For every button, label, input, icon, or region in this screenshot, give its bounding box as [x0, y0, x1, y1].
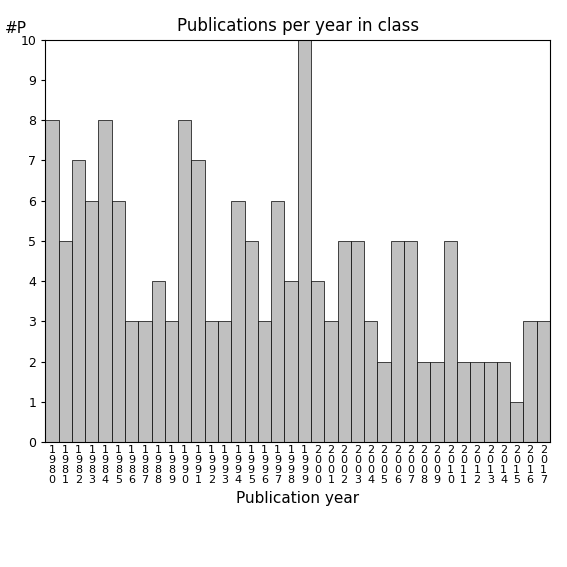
Bar — [205, 321, 218, 442]
Bar — [244, 241, 258, 442]
Bar — [391, 241, 404, 442]
Bar — [484, 362, 497, 442]
Bar — [178, 120, 192, 442]
Bar — [192, 160, 205, 442]
Bar — [324, 321, 337, 442]
Bar — [85, 201, 99, 442]
Bar — [523, 321, 537, 442]
Bar — [444, 241, 457, 442]
Bar — [151, 281, 165, 442]
Bar — [285, 281, 298, 442]
Bar — [58, 241, 72, 442]
Bar — [45, 120, 58, 442]
Bar — [378, 362, 391, 442]
Bar — [337, 241, 351, 442]
Bar — [298, 40, 311, 442]
Bar — [537, 321, 550, 442]
Bar — [470, 362, 484, 442]
Text: #P: #P — [5, 20, 27, 36]
Bar — [364, 321, 378, 442]
Bar — [125, 321, 138, 442]
Bar — [72, 160, 85, 442]
Bar — [99, 120, 112, 442]
Bar — [430, 362, 444, 442]
Bar — [165, 321, 178, 442]
Bar — [510, 402, 523, 442]
Bar — [351, 241, 364, 442]
Bar — [138, 321, 151, 442]
Bar — [218, 321, 231, 442]
Bar — [457, 362, 470, 442]
Bar — [497, 362, 510, 442]
Bar — [417, 362, 430, 442]
Bar — [112, 201, 125, 442]
Bar — [311, 281, 324, 442]
X-axis label: Publication year: Publication year — [236, 490, 359, 506]
Title: Publications per year in class: Publications per year in class — [176, 18, 419, 35]
Bar — [258, 321, 271, 442]
Bar — [271, 201, 285, 442]
Bar — [404, 241, 417, 442]
Bar — [231, 201, 244, 442]
